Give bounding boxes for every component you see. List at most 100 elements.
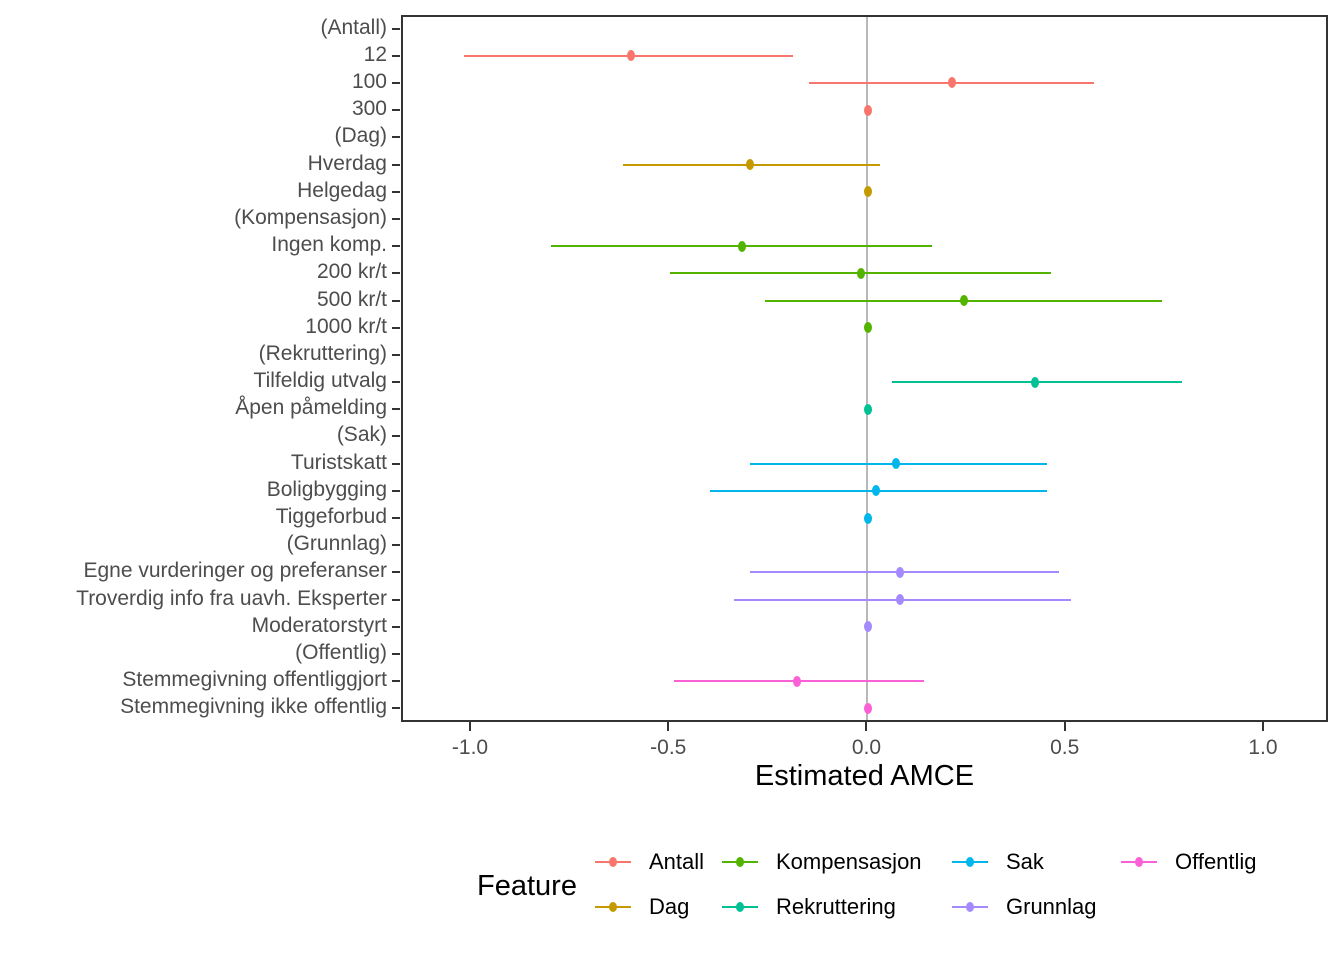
y-axis-label: Egne vurderinger og preferanser [83,559,387,583]
legend-item-offentlig: Offentlig [1121,849,1257,874]
y-axis-label: (Grunnlag) [286,532,387,556]
y-axis-tick [392,707,400,710]
confidence-interval-line [749,571,1059,574]
y-axis-label: Ingen komp. [271,233,387,257]
legend-key-pointrange-icon [595,850,631,874]
y-axis-label: Helgedag [297,178,387,202]
legend-item-grunnlag: Grunnlag [952,894,1097,919]
estimate-point [864,621,873,633]
y-axis-tick [392,353,400,356]
y-axis-tick [392,136,400,139]
y-axis-label: Boligbygging [266,477,387,501]
legend-label: Offentlig [1175,849,1257,874]
legend-item-sak: Sak [952,849,1044,874]
x-axis-tick-label: 1.0 [1248,736,1278,759]
y-axis-tick [392,299,400,302]
estimate-point [947,77,956,89]
y-axis-tick [392,245,400,248]
estimate-point [864,322,873,334]
y-axis-label: Moderatorstyrt [251,613,387,637]
y-axis-tick [392,381,400,384]
legend-item-rekruttering: Rekruttering [722,894,896,919]
estimate-point [872,485,881,497]
y-axis-label: (Kompensasjon) [234,205,387,229]
x-axis-tick-label: -0.5 [650,736,687,759]
y-axis-label: Åpen påmelding [235,396,387,420]
y-axis-tick [392,517,400,520]
y-axis-label: (Offentlig) [295,641,387,665]
y-axis-tick [392,81,400,84]
legend-key-pointrange-icon [1121,850,1157,874]
estimate-point [864,186,873,198]
y-axis-tick [392,190,400,193]
estimate-point [896,566,905,578]
y-axis-label: 200 kr/t [316,260,387,284]
zero-reference-line [866,17,869,720]
y-axis-tick [392,680,400,683]
y-axis-label: (Sak) [336,423,387,447]
legend-label: Dag [649,894,690,919]
y-axis-tick [392,163,400,166]
estimate-point [864,512,873,524]
estimate-point [892,458,901,470]
y-axis-label: Turistskatt [290,450,387,474]
legend-label: Sak [1006,849,1044,874]
y-axis-tick [392,544,400,547]
y-axis-label: 500 kr/t [316,287,387,311]
estimate-point [793,675,802,687]
x-axis-tick [667,722,670,731]
plot-panel [401,15,1328,722]
y-axis-label: 1000 kr/t [305,314,387,338]
estimate-point [864,403,873,415]
legend-key-pointrange-icon [595,895,631,919]
estimate-point [856,267,865,279]
y-axis-label: (Dag) [334,124,387,148]
y-axis-label: 100 [351,69,387,93]
y-axis-tick [392,598,400,601]
y-axis-label: Hverdag [307,151,387,175]
x-axis-tick [1063,722,1066,731]
x-axis-title: Estimated AMCE [754,760,975,792]
y-axis-tick [392,625,400,628]
legend-title: Feature [477,870,577,902]
y-axis-tick [392,272,400,275]
x-axis-tick [865,722,868,731]
y-axis-label: Tilfeldig utvalg [253,369,387,393]
y-axis-tick [392,217,400,220]
estimate-point [864,104,873,116]
y-axis-tick [392,571,400,574]
y-axis-label: Tiggeforbud [275,505,387,529]
legend-label: Grunnlag [1006,894,1097,919]
legend-key-pointrange-icon [952,895,988,919]
x-axis-tick-label: -1.0 [451,736,489,759]
legend-item-kompensasjon: Kompensasjon [722,849,922,874]
y-axis-tick [392,54,400,57]
estimate-point [959,295,968,307]
y-axis-tick [392,326,400,329]
y-axis-label: Stemmegivning offentliggjort [122,668,387,692]
y-axis-label: (Antall) [320,15,387,39]
legend-label: Antall [649,849,705,874]
estimate-point [864,702,873,714]
y-axis-tick [392,408,400,411]
x-axis-tick-label: 0.5 [1050,736,1080,759]
legend-key-pointrange-icon [722,850,758,874]
y-axis-label: Stemmegivning ikke offentlig [120,695,387,719]
legend-label: Kompensasjon [776,849,922,874]
legend-key-pointrange-icon [952,850,988,874]
y-axis-label: (Rekruttering) [258,341,387,365]
y-axis-tick [392,462,400,465]
legend-label: Rekruttering [776,894,896,919]
legend-key-pointrange-icon [722,895,758,919]
estimate-point [737,240,746,252]
estimate-point [896,594,905,606]
legend-item-antall: Antall [595,849,705,874]
y-axis-label: 300 [351,97,387,121]
estimate-point [745,159,754,171]
y-axis-tick [392,109,400,112]
y-axis-tick [392,27,400,30]
y-axis-label: 12 [363,42,387,66]
x-axis-tick-label: 0.0 [851,736,882,759]
x-axis-tick [468,722,471,731]
